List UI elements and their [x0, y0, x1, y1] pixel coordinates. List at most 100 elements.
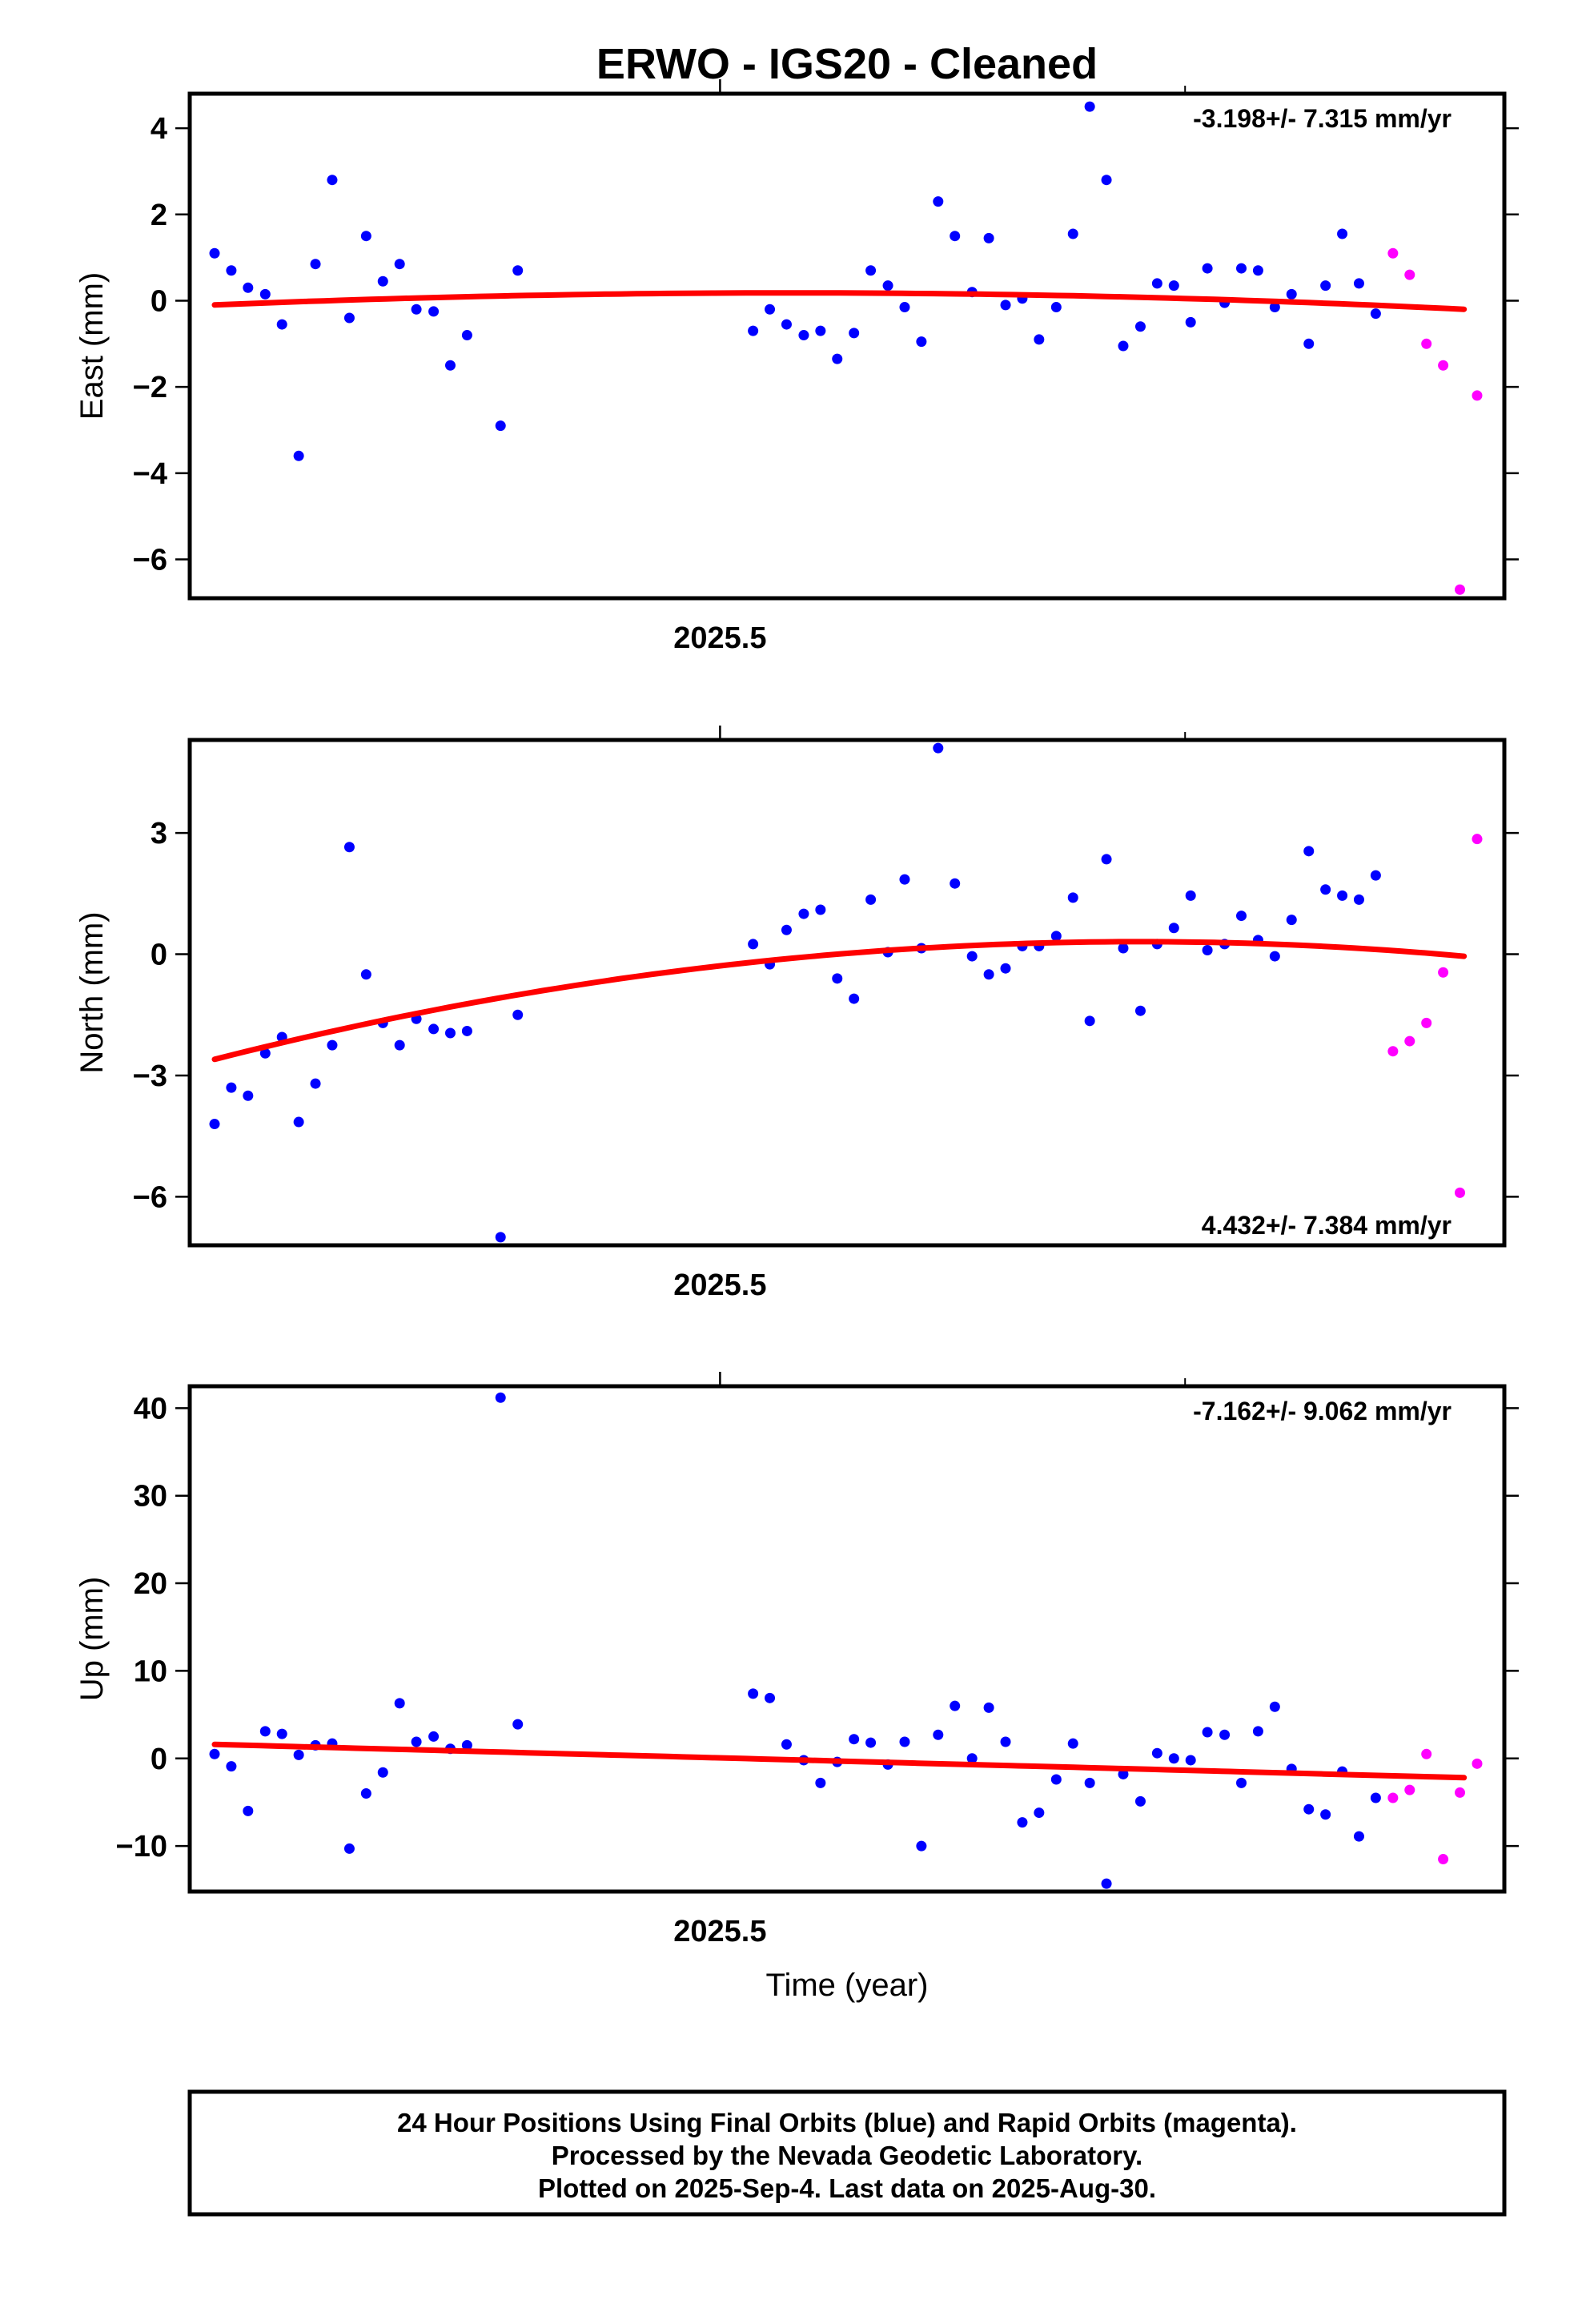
east-final-point	[1168, 280, 1179, 292]
north-final-point	[983, 969, 994, 980]
east-rapid-point	[1387, 247, 1399, 259]
up-ytick-label: 40	[134, 1392, 167, 1425]
east-final-point	[377, 275, 388, 287]
east-final-point	[360, 231, 371, 242]
east-final-point	[411, 304, 422, 315]
east-final-point	[327, 175, 338, 186]
east-data-layer	[209, 101, 1483, 595]
up-final-point	[1320, 1809, 1331, 1820]
figure-title: ERWO - IGS20 - Cleaned	[596, 40, 1098, 88]
east-ytick-label: 4	[151, 112, 167, 146]
north-plot-frame	[187, 738, 1507, 1248]
up-final-point	[293, 1749, 304, 1760]
up-final-point	[377, 1767, 388, 1778]
east-ytick-label: −4	[133, 457, 167, 491]
up-final-point	[916, 1840, 927, 1852]
east-final-point	[1118, 340, 1129, 352]
up-final-point	[394, 1698, 405, 1709]
x-axis-label: Time (year)	[766, 1968, 929, 2003]
north-final-point	[1370, 870, 1381, 881]
caption-line-2: Processed by the Nevada Geodetic Laborat…	[552, 2141, 1142, 2170]
east-final-point	[983, 232, 994, 243]
east-final-point	[495, 420, 506, 432]
east-final-point	[1252, 265, 1263, 276]
north-final-point	[243, 1090, 254, 1101]
east-final-point	[1067, 228, 1078, 239]
up-ytick-label: 0	[151, 1743, 167, 1776]
north-final-point	[781, 924, 792, 935]
up-final-point	[1370, 1792, 1381, 1803]
up-ytick-label: 30	[134, 1480, 167, 1514]
north-ytick-label: −3	[133, 1059, 167, 1093]
up-final-point	[360, 1788, 371, 1799]
north-final-point	[1084, 1015, 1095, 1027]
east-xtick-label: 2025.5	[673, 621, 766, 655]
east-final-point	[1050, 302, 1062, 313]
caption-line-3: Plotted on 2025-Sep-4. Last data on 2025…	[538, 2173, 1156, 2203]
up-rapid-point	[1438, 1854, 1449, 1865]
up-final-point	[243, 1805, 254, 1816]
up-plot-frame	[187, 1384, 1507, 1894]
north-final-point	[865, 894, 877, 905]
east-final-point	[1151, 278, 1162, 289]
east-final-point	[832, 353, 843, 364]
east-final-point	[916, 336, 927, 348]
east-ytick-label: 0	[151, 284, 167, 318]
north-final-point	[461, 1025, 472, 1036]
north-ytick-label: 3	[151, 817, 167, 850]
east-final-point	[1134, 321, 1146, 332]
east-final-point	[765, 304, 776, 315]
up-final-point	[950, 1700, 961, 1711]
east-final-point	[310, 259, 321, 270]
east-plot-frame	[187, 91, 1507, 601]
east-final-point	[1185, 316, 1196, 328]
north-final-point	[1337, 890, 1348, 901]
north-final-point	[512, 1009, 524, 1020]
caption-box: 24 Hour Positions Using Final Orbits (bl…	[187, 2089, 1507, 2217]
east-final-point	[1084, 101, 1095, 112]
north-final-point	[1101, 854, 1112, 865]
east-final-point	[882, 280, 893, 292]
up-rapid-point	[1404, 1784, 1415, 1795]
up-final-point	[1219, 1729, 1231, 1740]
up-final-point	[865, 1737, 877, 1748]
up-rapid-point	[1387, 1792, 1399, 1803]
north-rapid-point	[1421, 1017, 1432, 1028]
east-final-point	[461, 330, 472, 341]
north-rapid-point	[1455, 1187, 1466, 1198]
up-final-point	[343, 1843, 355, 1854]
east-final-point	[243, 282, 254, 293]
up-fit-line	[211, 1741, 1468, 1781]
up-final-point	[1067, 1738, 1078, 1749]
east-final-point	[950, 231, 961, 242]
up-final-point	[849, 1734, 860, 1745]
east-final-point	[226, 265, 237, 276]
up-final-point	[461, 1739, 472, 1751]
up-final-point	[495, 1392, 506, 1403]
up-final-point	[1252, 1726, 1263, 1737]
north-final-point	[899, 874, 910, 885]
up-xtick-label: 2025.5	[673, 1915, 766, 1948]
north-fit-line	[211, 939, 1468, 1063]
north-final-point	[748, 939, 759, 950]
east-rapid-point	[1421, 338, 1432, 349]
east-final-point	[748, 325, 759, 336]
east-final-point	[849, 328, 860, 339]
up-final-point	[1034, 1807, 1045, 1819]
east-final-point	[899, 302, 910, 313]
north-panel: 3 0 −3 −6 2025.5 North (mm) 4.432+/- 7.384 mm/…	[74, 726, 1519, 1302]
up-ytick-label: 10	[134, 1655, 167, 1688]
up-final-point	[1151, 1747, 1162, 1759]
east-final-point	[343, 312, 355, 324]
caption-line-1: 24 Hour Positions Using Final Orbits (bl…	[397, 2108, 1297, 2137]
north-final-point	[1202, 944, 1213, 955]
up-final-point	[983, 1702, 994, 1713]
up-final-point	[1000, 1736, 1011, 1747]
up-final-point	[1353, 1831, 1364, 1842]
north-xtick-label: 2025.5	[673, 1269, 766, 1302]
up-final-point	[411, 1736, 422, 1747]
east-final-point	[1202, 263, 1213, 274]
up-final-point	[765, 1692, 776, 1703]
east-final-point	[1101, 175, 1112, 186]
north-final-point	[1118, 943, 1129, 954]
